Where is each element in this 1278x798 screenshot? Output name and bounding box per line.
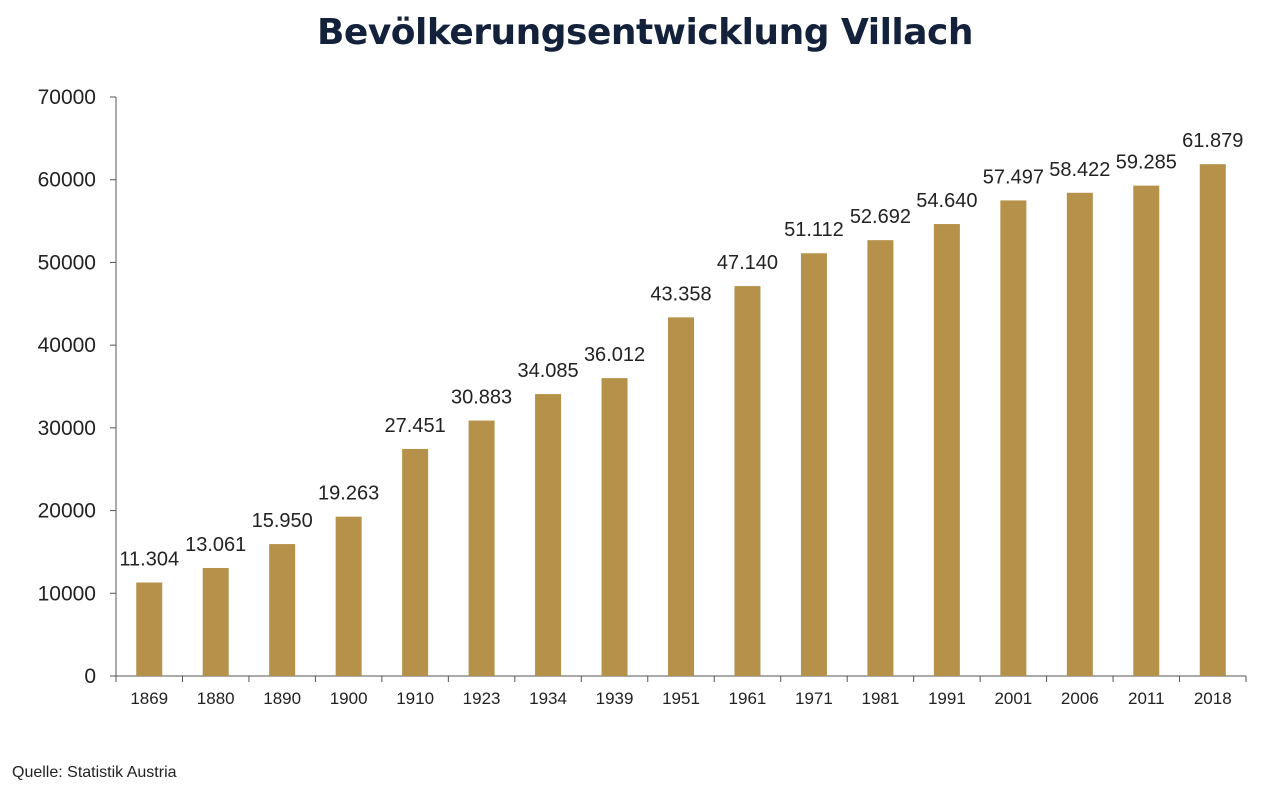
y-tick-label: 20000 bbox=[38, 500, 96, 523]
y-tick-label: 0 bbox=[84, 665, 96, 688]
data-label: 54.640 bbox=[916, 190, 977, 212]
x-tick-label: 1880 bbox=[197, 689, 235, 708]
x-tick-label: 1900 bbox=[330, 689, 368, 708]
bar bbox=[734, 286, 761, 676]
bar bbox=[402, 448, 429, 676]
data-label: 43.358 bbox=[650, 283, 711, 305]
bar bbox=[1000, 200, 1027, 677]
x-tick-label: 1981 bbox=[861, 689, 899, 708]
x-tick-label: 1961 bbox=[729, 689, 767, 708]
x-tick-label: 1934 bbox=[529, 689, 567, 708]
data-label: 19.263 bbox=[318, 483, 379, 505]
x-tick-label: 1890 bbox=[263, 689, 301, 708]
y-axis: 0 10000 20000 30000 40000 50000 60000 70000 bbox=[38, 86, 117, 688]
y-tick-label: 70000 bbox=[38, 86, 96, 109]
data-label: 36.012 bbox=[584, 344, 645, 366]
data-label: 52.692 bbox=[850, 206, 911, 228]
x-tick-label: 2018 bbox=[1194, 689, 1232, 708]
data-label: 13.061 bbox=[185, 534, 246, 556]
x-tick-label: 1951 bbox=[662, 689, 700, 708]
y-tick-label: 30000 bbox=[38, 417, 96, 440]
y-tick-label: 60000 bbox=[38, 169, 96, 192]
bar bbox=[269, 544, 296, 676]
y-tick-label: 50000 bbox=[38, 251, 96, 274]
data-label: 57.497 bbox=[983, 166, 1044, 188]
data-label: 15.950 bbox=[252, 510, 313, 532]
bar bbox=[867, 240, 894, 677]
data-label: 47.140 bbox=[717, 252, 778, 274]
x-tick-label: 2006 bbox=[1061, 689, 1099, 708]
bar bbox=[202, 567, 229, 676]
x-tick-label: 1910 bbox=[396, 689, 434, 708]
bar bbox=[1199, 164, 1226, 676]
data-label: 27.451 bbox=[385, 415, 446, 437]
x-tick-label: 2001 bbox=[994, 689, 1032, 708]
source-note: Quelle: Statistik Austria bbox=[12, 764, 177, 781]
bar bbox=[668, 317, 694, 676]
x-tick-label: 1939 bbox=[596, 689, 634, 708]
bars bbox=[136, 164, 1226, 677]
bar bbox=[601, 378, 628, 676]
y-tick-label: 10000 bbox=[38, 582, 96, 605]
x-tick-label: 1991 bbox=[928, 689, 966, 708]
data-label: 59.285 bbox=[1116, 152, 1177, 174]
data-label: 51.112 bbox=[784, 219, 844, 241]
x-axis: 1869 1880 1890 1900 1910 1923 1934 1939 1951 1961… bbox=[115, 675, 1247, 708]
x-tick-label: 1971 bbox=[795, 689, 833, 708]
data-label: 11.304 bbox=[119, 548, 179, 570]
data-label: 30.883 bbox=[451, 387, 512, 409]
bar bbox=[800, 253, 827, 676]
x-tick-label: 1869 bbox=[130, 689, 168, 708]
bar bbox=[136, 582, 163, 676]
x-tick-label: 1923 bbox=[463, 689, 501, 708]
bar bbox=[1066, 192, 1093, 676]
data-label: 34.085 bbox=[517, 360, 578, 382]
bar bbox=[535, 394, 562, 676]
bar bbox=[335, 516, 362, 676]
x-tick-label: 2011 bbox=[1128, 689, 1165, 708]
bar bbox=[1133, 185, 1160, 676]
chart-title: Bevölkerungsentwicklung Villach bbox=[316, 12, 974, 53]
data-label: 58.422 bbox=[1049, 159, 1110, 181]
y-tick-label: 40000 bbox=[38, 334, 96, 357]
bar bbox=[468, 420, 495, 676]
bar bbox=[933, 224, 960, 677]
data-label: 61.879 bbox=[1182, 130, 1243, 152]
